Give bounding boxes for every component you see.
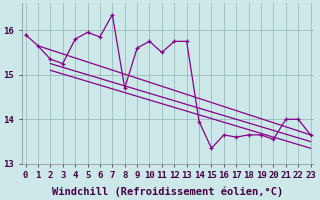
X-axis label: Windchill (Refroidissement éolien,°C): Windchill (Refroidissement éolien,°C)	[52, 186, 284, 197]
